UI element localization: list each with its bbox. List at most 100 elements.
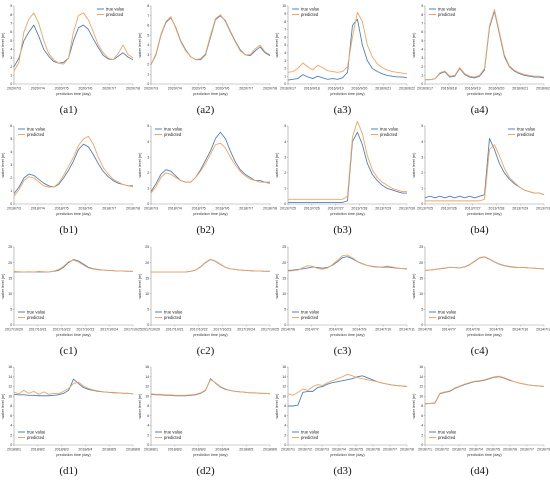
y-tick-label: 0 (147, 323, 149, 327)
y-tick-label: 5 (10, 308, 12, 312)
legend-entry: true value (27, 309, 46, 314)
x-tick-label: 2017/10/22 (53, 328, 71, 332)
panel-caption: (c3) (333, 345, 352, 357)
legend-entry: true value (301, 6, 320, 11)
series-line-predicted (151, 258, 270, 273)
y-tick-label: 8 (284, 404, 286, 408)
chart-panel-d2: 0 2 4 6 8 10 12 14 16 2018/8/1 2018/8/2 2018/8/3 201… (137, 363, 277, 463)
y-tick-label: 6 (284, 35, 286, 39)
legend-entry: true value (301, 429, 320, 434)
x-tick-label: 2018/7/8 (263, 207, 277, 211)
y-tick-label: 0 (10, 82, 12, 86)
x-tick-label: 2018/7/7 (102, 207, 116, 211)
chart-panel-b2: 0 1 2 3 4 5 2018/7/3 2018/7/4 2018/7/5 2018/7/6 20… (137, 122, 277, 222)
chart-panel-d3: 0 2 4 6 8 10 12 14 16 2016/7/1 2016/7/2 2016/7/3 201… (274, 363, 414, 463)
panel-caption: (c2) (196, 345, 215, 357)
x-axis-label: prediction time (day) (193, 212, 228, 216)
x-tick-label: 2017/10/24 (237, 328, 255, 332)
legend-entry: predicted (301, 12, 319, 17)
series-line-predicted (425, 144, 545, 202)
x-tick-label: 2013/7/30 (536, 207, 550, 211)
x-tick-label: 2013/7/30 (399, 207, 415, 211)
y-tick-label: 15 (8, 276, 12, 280)
x-tick-label: 2018/8/4 (215, 448, 229, 452)
series-line-true-value (287, 18, 408, 81)
y-tick-label: 14 (145, 375, 149, 379)
x-tick-label: 2014/7/9 (489, 328, 503, 332)
y-tick-label: 2 (147, 171, 149, 175)
y-axis-label: water level (m) (412, 152, 416, 178)
y-axis-label: water level (m) (412, 273, 416, 299)
panel-caption: (a2) (196, 104, 215, 116)
x-axis-label: prediction time (day) (467, 92, 502, 96)
x-axis-label: prediction time (day) (330, 92, 365, 96)
chart-panel-b3: 0 1 2 3 4 5 2013/7/25 2013/7/26 2013/7/27 2013/7/… (274, 120, 415, 222)
y-tick-label: 3 (421, 155, 423, 159)
x-tick-label: 2018/7/6 (215, 207, 229, 211)
x-tick-label: 2017/10/25 (124, 328, 142, 332)
y-tick-label: 2 (284, 433, 286, 437)
panel-caption: (b2) (196, 224, 215, 236)
x-tick-label: 2016/9/22 (399, 87, 415, 91)
x-axis-label: prediction time (day) (330, 212, 365, 216)
y-axis-label: water level (m) (1, 273, 5, 299)
legend-entry: predicted (438, 12, 456, 17)
x-tick-label: 2020/7/5 (55, 87, 69, 91)
x-tick-label: 2018/8/5 (239, 448, 253, 452)
legend-entry: predicted (164, 435, 182, 440)
series-line-true-value (425, 10, 545, 81)
x-tick-label: 2020/7/7 (102, 87, 116, 91)
legend-entry: true value (438, 6, 457, 11)
y-tick-label: 1 (147, 72, 149, 76)
panel-caption: (c1) (59, 345, 78, 357)
y-axis-label: water level (m) (275, 393, 279, 419)
y-tick-label: 1 (10, 189, 12, 193)
x-tick-label: 2020/7/7 (239, 87, 253, 91)
y-tick-label: 4 (421, 424, 423, 428)
y-axis-label: water level (m) (1, 32, 5, 58)
legend-entry: predicted (27, 315, 45, 320)
y-tick-label: 12 (8, 385, 12, 389)
x-tick-label: 2013/7/27 (465, 207, 481, 211)
chart-panel-a2: 0 1 2 3 4 5 6 7 8 2020/7/3 2020/7/4 2020/7/5 2020/7/… (137, 2, 277, 102)
y-tick-label: 20 (282, 261, 286, 265)
y-tick-label: 7 (421, 22, 423, 26)
x-tick-label: 2014/7/6 (281, 328, 295, 332)
y-tick-label: 16 (282, 365, 286, 369)
x-tick-label: 2018/8/2 (31, 448, 45, 452)
y-tick-label: 15 (419, 276, 423, 280)
x-tick-label: 2018/7/3 (7, 207, 21, 211)
series-line-predicted (288, 120, 407, 200)
x-tick-label: 2017/10/21 (29, 328, 47, 332)
y-tick-label: 3 (284, 155, 286, 159)
x-tick-label: 2013/7/28 (351, 207, 367, 211)
y-tick-label: 6 (147, 414, 149, 418)
y-tick-label: 5 (284, 124, 286, 128)
y-tick-label: 0 (147, 202, 149, 206)
legend-entry: true value (517, 126, 536, 131)
panel-caption: (d1) (59, 465, 78, 477)
series-line-predicted (287, 373, 408, 396)
series-line-predicted (13, 259, 133, 273)
series-line-true-value (151, 259, 270, 273)
x-tick-label: 2018/7/7 (239, 207, 253, 211)
x-tick-label: 2017/10/22 (190, 328, 208, 332)
x-tick-label: 2013/7/29 (512, 207, 528, 211)
y-tick-label: 10 (145, 394, 149, 398)
panel-caption: (a4) (470, 104, 489, 116)
y-tick-label: 10 (282, 394, 286, 398)
y-tick-label: 25 (8, 245, 12, 249)
y-tick-label: 0 (284, 82, 286, 86)
y-tick-label: 4 (284, 51, 286, 55)
y-tick-label: 4 (147, 140, 149, 144)
x-tick-label: 2016/7/3 (315, 448, 329, 452)
y-tick-label: 4 (421, 48, 423, 52)
x-tick-label: 2016/9/21 (512, 87, 528, 91)
y-tick-label: 2 (421, 433, 423, 437)
legend-entry: predicted (438, 315, 456, 320)
y-axis-label: water level (m) (138, 32, 142, 58)
